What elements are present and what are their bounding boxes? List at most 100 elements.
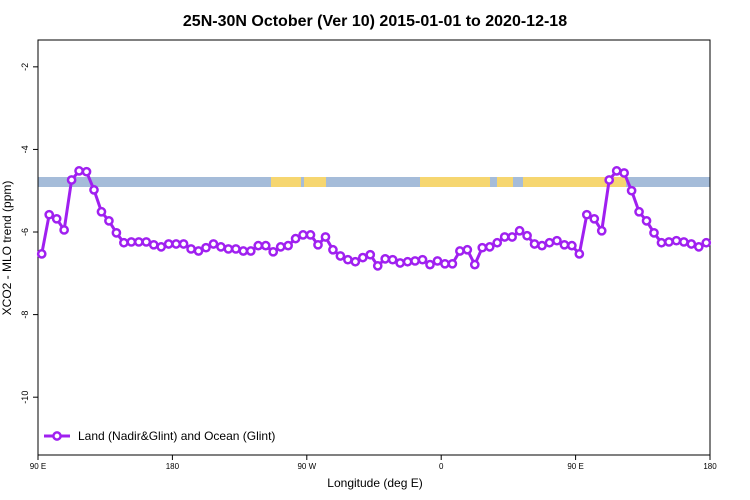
data-point	[387, 254, 398, 265]
data-point	[567, 240, 577, 251]
data-point	[283, 240, 293, 251]
data-point	[372, 261, 383, 271]
data-point	[641, 216, 652, 226]
data-point	[305, 230, 316, 240]
data-point	[201, 242, 211, 253]
data-point	[260, 240, 271, 251]
y-tick-label: -4	[20, 145, 30, 153]
data-point	[253, 240, 264, 251]
data-point	[514, 225, 525, 236]
data-point	[81, 166, 92, 177]
x-tick-label: 180	[703, 462, 717, 471]
data-point	[231, 244, 241, 254]
data-point	[462, 244, 473, 255]
data-point	[440, 258, 450, 269]
data-point	[469, 259, 480, 270]
data-point	[74, 166, 84, 176]
data-point	[119, 237, 129, 248]
data-point	[320, 232, 331, 242]
data-point	[163, 239, 174, 249]
y-tick-label: -2	[20, 63, 30, 71]
data-point	[350, 256, 361, 267]
land-band	[420, 177, 490, 187]
data-point	[447, 258, 458, 269]
data-point	[208, 239, 219, 249]
data-point	[313, 239, 323, 250]
data-point	[559, 239, 570, 250]
data-point	[357, 252, 368, 263]
data-point	[507, 232, 517, 242]
data-point	[477, 242, 488, 253]
data-point	[223, 244, 234, 254]
data-point	[66, 175, 77, 185]
data-point	[148, 239, 159, 250]
data-point	[51, 213, 62, 224]
data-point	[664, 237, 674, 247]
legend: Land (Nadir&Glint) and Ocean (Glint)	[44, 429, 275, 443]
data-point	[133, 237, 144, 247]
x-tick-label: 90 E	[30, 462, 46, 471]
data-point	[89, 185, 99, 195]
data-point	[701, 237, 712, 248]
data-point	[604, 175, 615, 185]
x-tick-label: 0	[439, 462, 444, 471]
data-point	[686, 239, 697, 249]
data-point	[268, 246, 279, 257]
data-point	[156, 242, 167, 252]
data-point	[178, 239, 189, 249]
data-point	[522, 230, 532, 241]
data-point	[574, 249, 585, 259]
data-point	[679, 237, 689, 247]
data-point	[581, 209, 592, 220]
data-point	[36, 249, 47, 259]
data-point	[126, 237, 137, 247]
data-point	[365, 249, 376, 260]
land-band	[523, 177, 626, 187]
chart-title: 25N-30N October (Ver 10) 2015-01-01 to 2…	[183, 13, 567, 30]
data-point	[544, 237, 555, 248]
data-point	[552, 235, 562, 246]
data-point	[492, 237, 503, 248]
land-band	[304, 177, 326, 187]
data-point	[238, 246, 249, 256]
data-point	[656, 237, 667, 248]
x-axis-label: Longitude (deg E)	[327, 476, 422, 490]
plot-frame	[37, 39, 711, 456]
legend-marker	[52, 431, 62, 441]
data-point	[343, 254, 353, 265]
data-point	[402, 256, 413, 267]
legend-label: Land (Nadir&Glint) and Ocean (Glint)	[78, 429, 275, 443]
x-tick-label: 180	[166, 462, 180, 471]
data-point	[193, 246, 204, 256]
data-point	[410, 256, 420, 266]
data-point	[649, 227, 659, 238]
data-point	[671, 235, 682, 246]
land-band	[271, 177, 301, 187]
data-point	[59, 225, 69, 235]
y-tick-label: -10	[20, 391, 30, 404]
y-tick-label: -8	[20, 311, 30, 319]
data-point	[380, 254, 391, 264]
data-point	[111, 227, 122, 238]
data-point	[216, 242, 226, 252]
land-ocean-band	[38, 177, 710, 187]
data-point	[141, 237, 152, 247]
data-point	[537, 240, 547, 251]
data-point	[245, 246, 256, 256]
data-point	[484, 242, 495, 252]
data-point	[104, 216, 114, 226]
data-point	[634, 206, 644, 217]
data-point	[499, 232, 510, 242]
data-point	[596, 225, 607, 236]
data-point	[395, 258, 405, 268]
y-tick-label: -6	[20, 228, 30, 236]
data-point	[96, 206, 107, 217]
data-point	[455, 246, 465, 256]
data-point	[693, 242, 704, 252]
data-point	[611, 166, 622, 176]
data-point	[328, 244, 338, 255]
data-point	[290, 233, 301, 244]
y-axis-label: XCO2 - MLO trend (ppm)	[0, 181, 14, 316]
data-point	[425, 259, 435, 270]
